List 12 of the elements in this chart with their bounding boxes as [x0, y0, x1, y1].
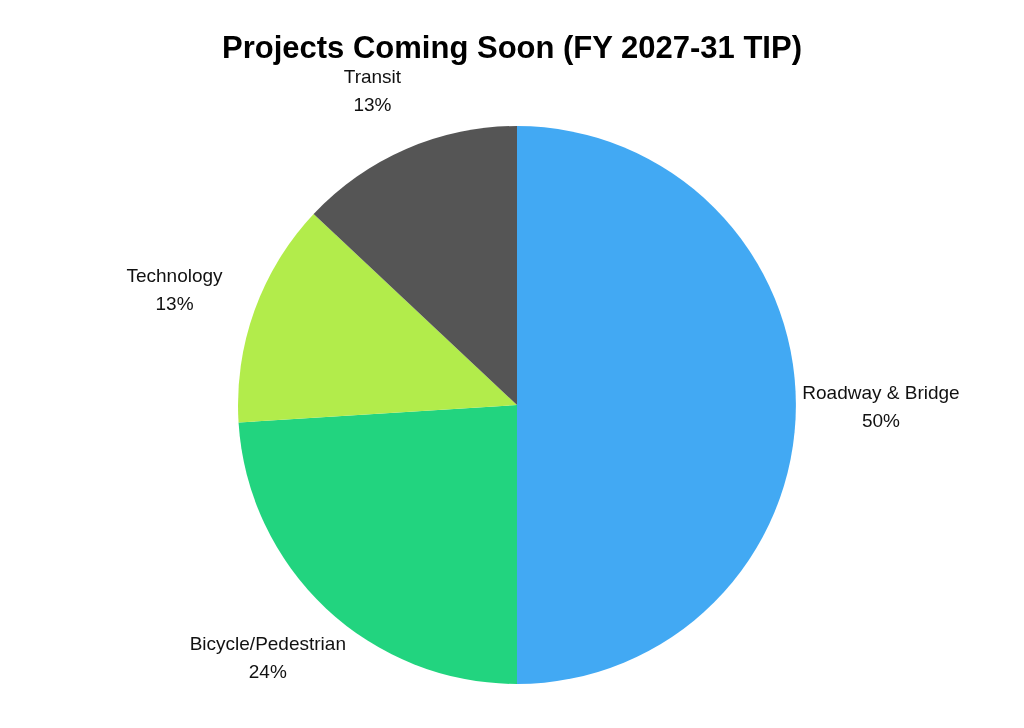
pie-slice — [517, 126, 796, 684]
slice-label: Roadway & Bridge — [802, 382, 960, 403]
pie-slice — [313, 126, 517, 405]
slice-label: Technology — [126, 265, 224, 287]
data-label: 24% — [248, 660, 287, 682]
slice-label: Bicycle/Pedestrian — [189, 632, 346, 654]
slice-label: Transit — [343, 66, 402, 88]
data-label: 13% — [155, 293, 194, 315]
data-label: 13% — [353, 94, 392, 116]
chart-title: Projects Coming Soon (FY 2027-31 TIP) — [222, 30, 802, 65]
data-label: 50% — [861, 410, 901, 431]
pie-slice — [238, 214, 517, 423]
